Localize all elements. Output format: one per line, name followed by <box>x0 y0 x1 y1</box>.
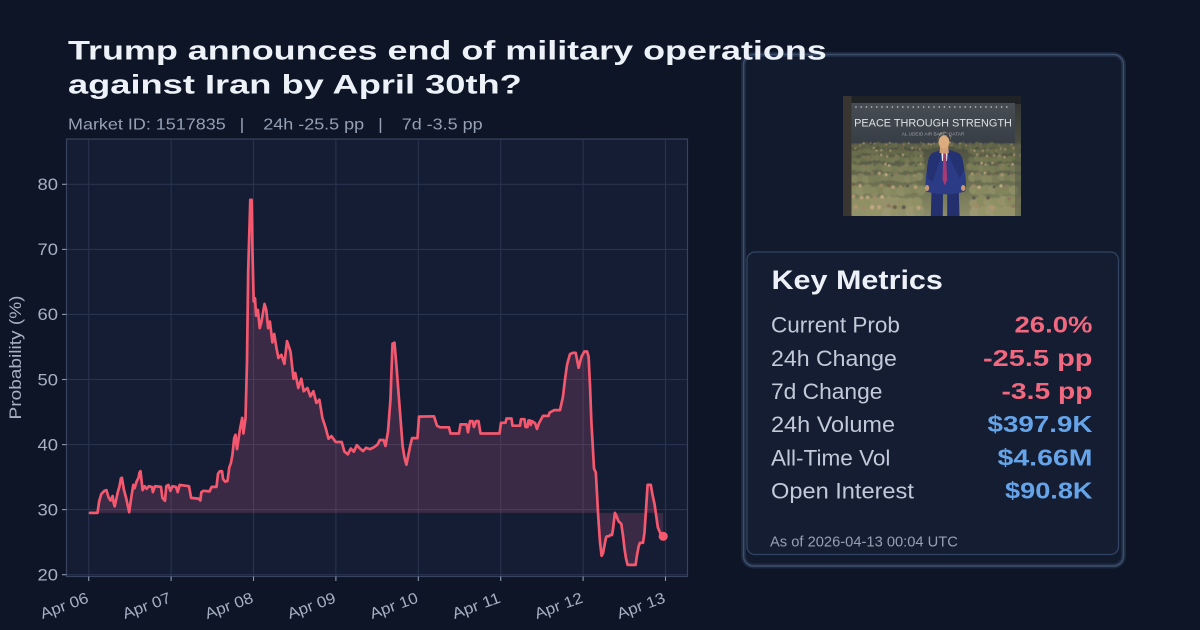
svg-text:80: 80 <box>38 175 59 194</box>
svg-text:60: 60 <box>38 305 59 324</box>
svg-text:-25.5 pp: -25.5 pp <box>983 344 1092 371</box>
svg-text:Trump announces end of militar: Trump announces end of military operatio… <box>68 35 827 66</box>
svg-text:$397.9K: $397.9K <box>988 412 1093 438</box>
svg-text:As of 2026-04-13 00:04 UTC: As of 2026-04-13 00:04 UTC <box>770 534 958 550</box>
svg-text:7d Change: 7d Change <box>771 379 882 404</box>
svg-text:26.0%: 26.0% <box>1015 312 1093 338</box>
svg-text:24h Change: 24h Change <box>771 346 897 370</box>
svg-text:Current Prob: Current Prob <box>771 313 900 338</box>
svg-text:AL UDEID AIR BASE, QATAR: AL UDEID AIR BASE, QATAR <box>902 132 965 137</box>
svg-text:30: 30 <box>38 500 59 519</box>
svg-text:Open Interest: Open Interest <box>771 478 915 503</box>
svg-text:$4.66M: $4.66M <box>997 444 1092 471</box>
svg-text:$90.8K: $90.8K <box>1005 478 1093 504</box>
svg-text:Probability (%): Probability (%) <box>6 296 25 420</box>
svg-text:Market ID: 1517835 | 24h -2: Market ID: 1517835 | 24h -25.5 pp | 7d -… <box>68 116 483 134</box>
svg-text:PEACE THROUGH STRENGTH: PEACE THROUGH STRENGTH <box>854 117 1012 129</box>
svg-text:All-Time Vol: All-Time Vol <box>771 446 890 471</box>
svg-text:40: 40 <box>38 435 59 454</box>
svg-text:20: 20 <box>38 565 59 584</box>
svg-text:-3.5 pp: -3.5 pp <box>1002 377 1093 404</box>
svg-text:against Iran by April 30th?: against Iran by April 30th? <box>68 69 522 99</box>
svg-text:Key Metrics: Key Metrics <box>772 266 943 296</box>
svg-text:24h Volume: 24h Volume <box>771 412 895 437</box>
svg-text:70: 70 <box>38 240 59 259</box>
svg-text:50: 50 <box>38 370 59 389</box>
